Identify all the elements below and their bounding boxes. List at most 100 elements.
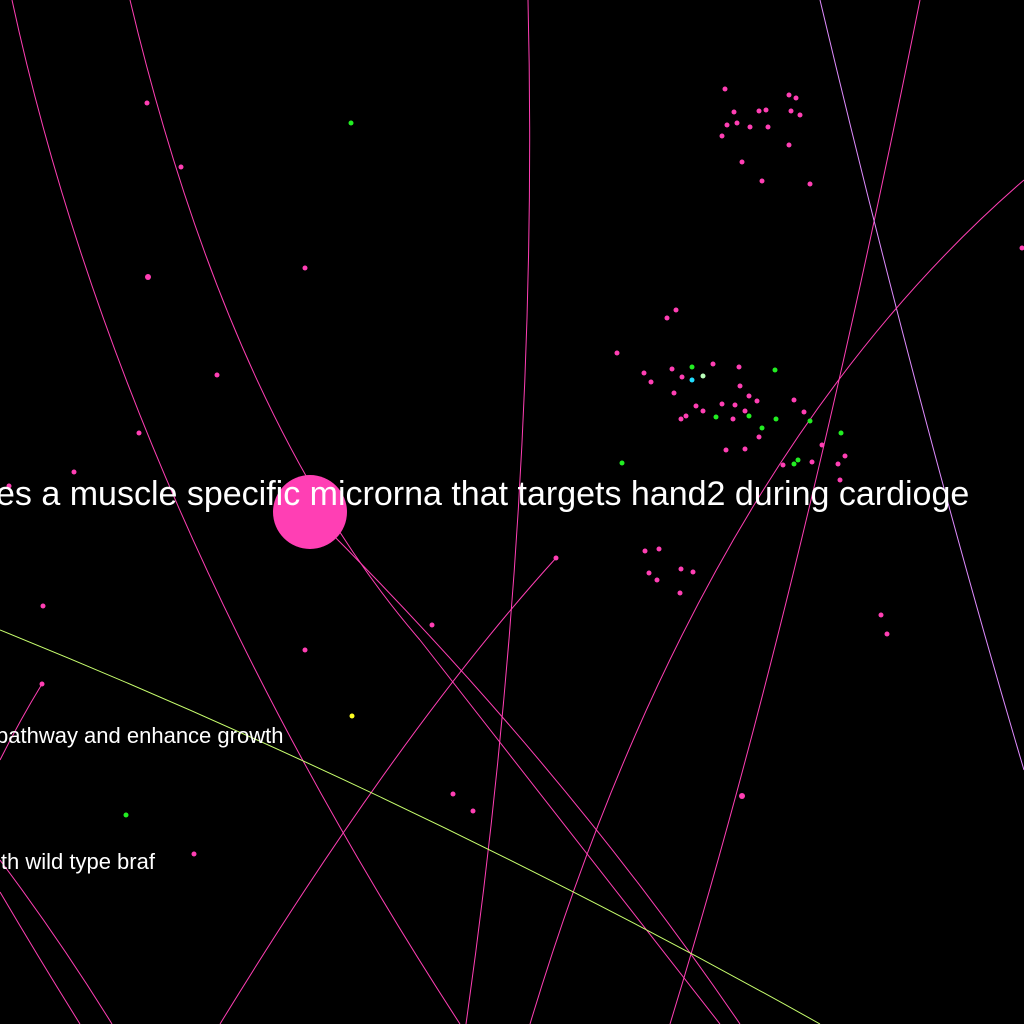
graph-node[interactable]: [678, 566, 684, 572]
graph-node[interactable]: [838, 430, 844, 436]
graph-node[interactable]: [136, 430, 142, 436]
graph-edge: [529, 179, 1024, 1024]
graph-node[interactable]: [807, 418, 813, 424]
graph-node[interactable]: [700, 408, 706, 414]
graph-node[interactable]: [773, 416, 779, 422]
graph-node[interactable]: [214, 372, 220, 378]
graph-node[interactable]: [772, 367, 778, 373]
graph-edge: [0, 683, 43, 761]
graph-node[interactable]: [648, 379, 654, 385]
graph-node[interactable]: [763, 107, 769, 113]
graph-node[interactable]: [780, 462, 786, 468]
graph-node[interactable]: [801, 409, 807, 415]
graph-node[interactable]: [39, 681, 45, 687]
graph-node[interactable]: [191, 851, 197, 857]
graph-node[interactable]: [742, 446, 748, 452]
graph-node[interactable]: [756, 434, 762, 440]
graph-node[interactable]: [671, 390, 677, 396]
graph-node[interactable]: [723, 447, 729, 453]
graph-node[interactable]: [178, 164, 184, 170]
graph-node[interactable]: [739, 159, 745, 165]
graph-node[interactable]: [673, 307, 679, 313]
graph-node[interactable]: [71, 469, 77, 475]
graph-node[interactable]: [614, 350, 620, 356]
graph-node[interactable]: [302, 265, 308, 271]
graph-node[interactable]: [302, 647, 308, 653]
graph-node[interactable]: [731, 109, 737, 115]
graph-node[interactable]: [737, 383, 743, 389]
graph-node[interactable]: [470, 808, 476, 814]
graph-node[interactable]: [732, 402, 738, 408]
graph-node[interactable]: [145, 274, 151, 280]
graph-node[interactable]: [756, 108, 762, 114]
graph-node[interactable]: [746, 413, 752, 419]
graph-node[interactable]: [642, 548, 648, 554]
graph-node[interactable]: [742, 408, 748, 414]
graph-node[interactable]: [739, 793, 745, 799]
graph-node[interactable]: [669, 366, 675, 372]
graph-node[interactable]: [683, 413, 689, 419]
graph-node[interactable]: [809, 459, 815, 465]
graph-node[interactable]: [450, 791, 456, 797]
graph-node[interactable]: [679, 374, 685, 380]
graph-node[interactable]: [747, 124, 753, 130]
graph-node[interactable]: [730, 416, 736, 422]
graph-node[interactable]: [619, 460, 625, 466]
graph-node[interactable]: [677, 590, 683, 596]
graph-node[interactable]: [797, 112, 803, 118]
graph-node[interactable]: [641, 370, 647, 376]
graph-node[interactable]: [842, 453, 848, 459]
graph-edge: [419, 639, 721, 1024]
graph-node[interactable]: [734, 120, 740, 126]
graph-node[interactable]: [348, 120, 354, 126]
graph-node[interactable]: [713, 414, 719, 420]
graph-node[interactable]: [791, 397, 797, 403]
graph-node[interactable]: [710, 361, 716, 367]
graph-node[interactable]: [123, 812, 129, 818]
graph-node[interactable]: [788, 108, 794, 114]
graph-node[interactable]: [786, 142, 792, 148]
graph-node[interactable]: [689, 364, 695, 370]
graph-edge: [0, 629, 821, 1024]
graph-node[interactable]: [646, 570, 652, 576]
graph-edge: [11, 0, 461, 1024]
graph-node[interactable]: [819, 442, 825, 448]
graph-node[interactable]: [724, 122, 730, 128]
graph-node[interactable]: [719, 401, 725, 407]
graph-node[interactable]: [656, 546, 662, 552]
graph-node[interactable]: [719, 133, 725, 139]
graph-node[interactable]: [690, 569, 696, 575]
graph-node[interactable]: [793, 95, 799, 101]
graph-node[interactable]: [693, 403, 699, 409]
graph-node[interactable]: [759, 425, 765, 431]
graph-node[interactable]: [759, 178, 765, 184]
graph-node[interactable]: [754, 398, 760, 404]
graph-node[interactable]: [884, 631, 890, 637]
graph-edge: [309, 511, 741, 1024]
graph-node[interactable]: [6, 483, 12, 489]
graph-node[interactable]: [722, 86, 728, 92]
graph-node[interactable]: [349, 713, 355, 719]
graph-node[interactable]: [791, 461, 797, 467]
graph-node[interactable]: [40, 603, 46, 609]
graph-node[interactable]: [786, 92, 792, 98]
graph-node[interactable]: [553, 555, 559, 561]
graph-node[interactable]: [144, 100, 150, 106]
graph-node[interactable]: [429, 622, 435, 628]
graph-node[interactable]: [835, 461, 841, 467]
graph-node[interactable]: [765, 124, 771, 130]
graph-node[interactable]: [654, 577, 660, 583]
graph-node[interactable]: [678, 416, 684, 422]
graph-node[interactable]: [664, 315, 670, 321]
graph-node[interactable]: [878, 612, 884, 618]
graph-node[interactable]: [689, 377, 695, 383]
graph-node[interactable]: [746, 393, 752, 399]
graph-edge: [129, 0, 421, 641]
graph-node[interactable]: [700, 373, 706, 379]
graph-node[interactable]: [736, 364, 742, 370]
graph-node[interactable]: [795, 457, 801, 463]
graph-node[interactable]: [1019, 245, 1024, 251]
graph-node[interactable]: [837, 477, 843, 483]
focused-graph-node[interactable]: [273, 475, 347, 549]
graph-node[interactable]: [807, 181, 813, 187]
